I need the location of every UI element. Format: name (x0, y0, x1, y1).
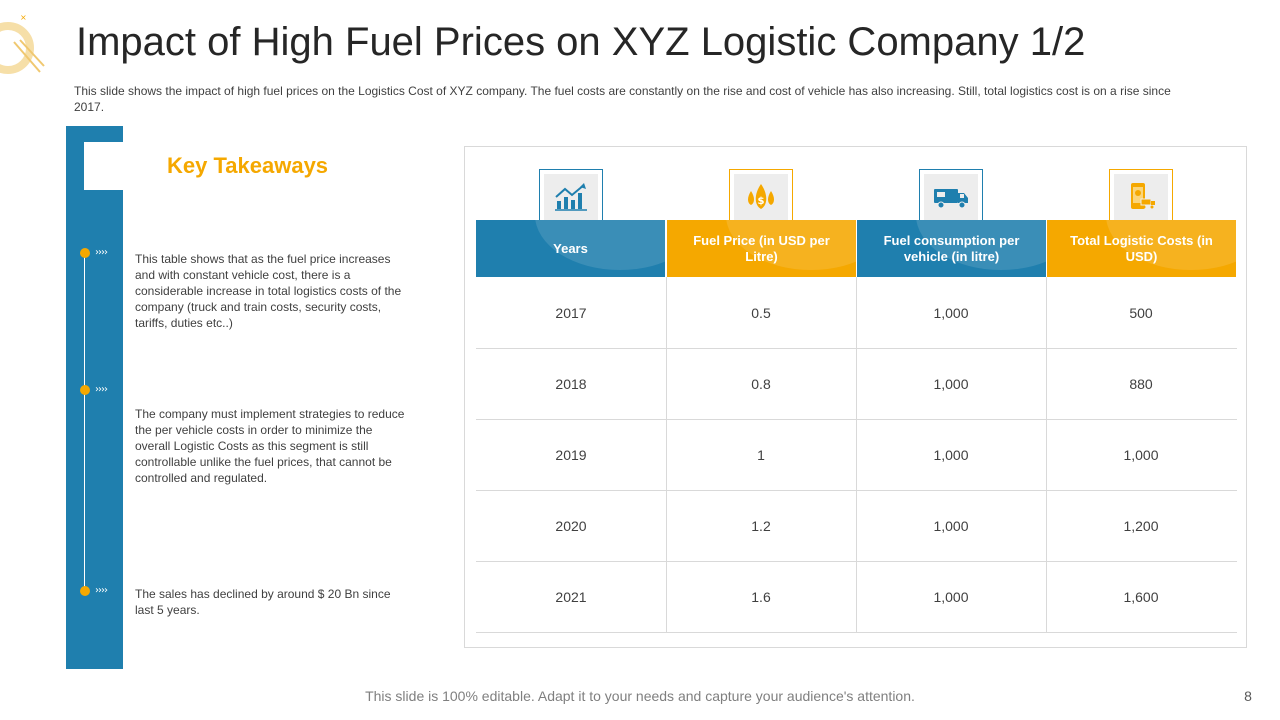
timeline-dot (80, 586, 90, 596)
takeaway-point-1: This table shows that as the fuel price … (135, 252, 402, 330)
column-header-fuel-consumption: Fuel consumption per vehicle (in litre) (857, 220, 1046, 277)
timeline-dot (80, 248, 90, 258)
svg-text:$: $ (758, 196, 765, 207)
cell-year: 2017 (555, 305, 587, 321)
truck-icon (919, 169, 983, 221)
cell-fuel-price: 0.8 (751, 376, 771, 392)
slide-subtitle: This slide shows the impact of high fuel… (74, 84, 1171, 114)
table-row: 2021 1.6 1,000 1,600 (476, 562, 1237, 633)
column-divider (1046, 277, 1047, 633)
cell-year: 2019 (555, 447, 587, 463)
page-number: 8 (1244, 688, 1252, 704)
table-row: 2020 1.2 1,000 1,200 (476, 491, 1237, 562)
column-header-total-costs: Total Logistic Costs (in USD) (1047, 220, 1236, 277)
slide-title: Impact of High Fuel Prices on XYZ Logist… (76, 20, 1086, 64)
cell-consumption: 1,000 (933, 589, 969, 605)
data-table-frame (464, 146, 1247, 648)
timeline-dot (80, 385, 90, 395)
cell-consumption: 1,000 (933, 376, 969, 392)
cell-total-cost: 1,600 (1123, 589, 1159, 605)
slide-footer-note: This slide is 100% editable. Adapt it to… (365, 688, 915, 704)
cell-consumption: 1,000 (933, 305, 969, 321)
cell-total-cost: 1,000 (1123, 447, 1159, 463)
takeaway-point-3: The sales has declined by around $ 20 Bn… (135, 587, 391, 617)
table-row: 2019 1 1,000 1,000 (476, 420, 1237, 491)
arrow-chevrons-icon: ›››› (95, 247, 108, 258)
timeline-line (84, 254, 85, 592)
arrow-chevrons-icon: ›››› (95, 585, 108, 596)
mobile-delivery-icon (1109, 169, 1173, 221)
column-divider (666, 277, 667, 633)
takeaways-side-bar (66, 126, 123, 669)
fuel-drops-icon: $ (729, 169, 793, 221)
cell-consumption: 1,000 (933, 518, 969, 534)
cell-fuel-price: 1.6 (751, 589, 771, 605)
table-row: 2018 0.8 1,000 880 (476, 349, 1237, 420)
growth-chart-icon (539, 169, 603, 221)
cell-total-cost: 500 (1129, 305, 1153, 321)
cell-year: 2021 (555, 589, 587, 605)
cell-fuel-price: 1 (757, 447, 765, 463)
side-bar-notch (84, 142, 123, 190)
cell-year: 2020 (555, 518, 587, 534)
column-divider (856, 277, 857, 633)
decorative-logo-icon: × (0, 13, 45, 74)
column-header-fuel-price: Fuel Price (in USD per Litre) (667, 220, 856, 277)
column-header-years: Years (476, 220, 665, 277)
table-row: 2017 0.5 1,000 500 (476, 278, 1237, 349)
cell-consumption: 1,000 (933, 447, 969, 463)
key-takeaways-heading: Key Takeaways (167, 153, 329, 178)
cell-total-cost: 880 (1129, 376, 1153, 392)
svg-text:×: × (20, 13, 27, 22)
cell-total-cost: 1,200 (1123, 518, 1159, 534)
takeaway-point-2: The company must implement strategies to… (135, 407, 405, 485)
arrow-chevrons-icon: ›››› (95, 384, 108, 395)
cell-fuel-price: 0.5 (751, 305, 771, 321)
cell-fuel-price: 1.2 (751, 518, 771, 534)
cell-year: 2018 (555, 376, 587, 392)
